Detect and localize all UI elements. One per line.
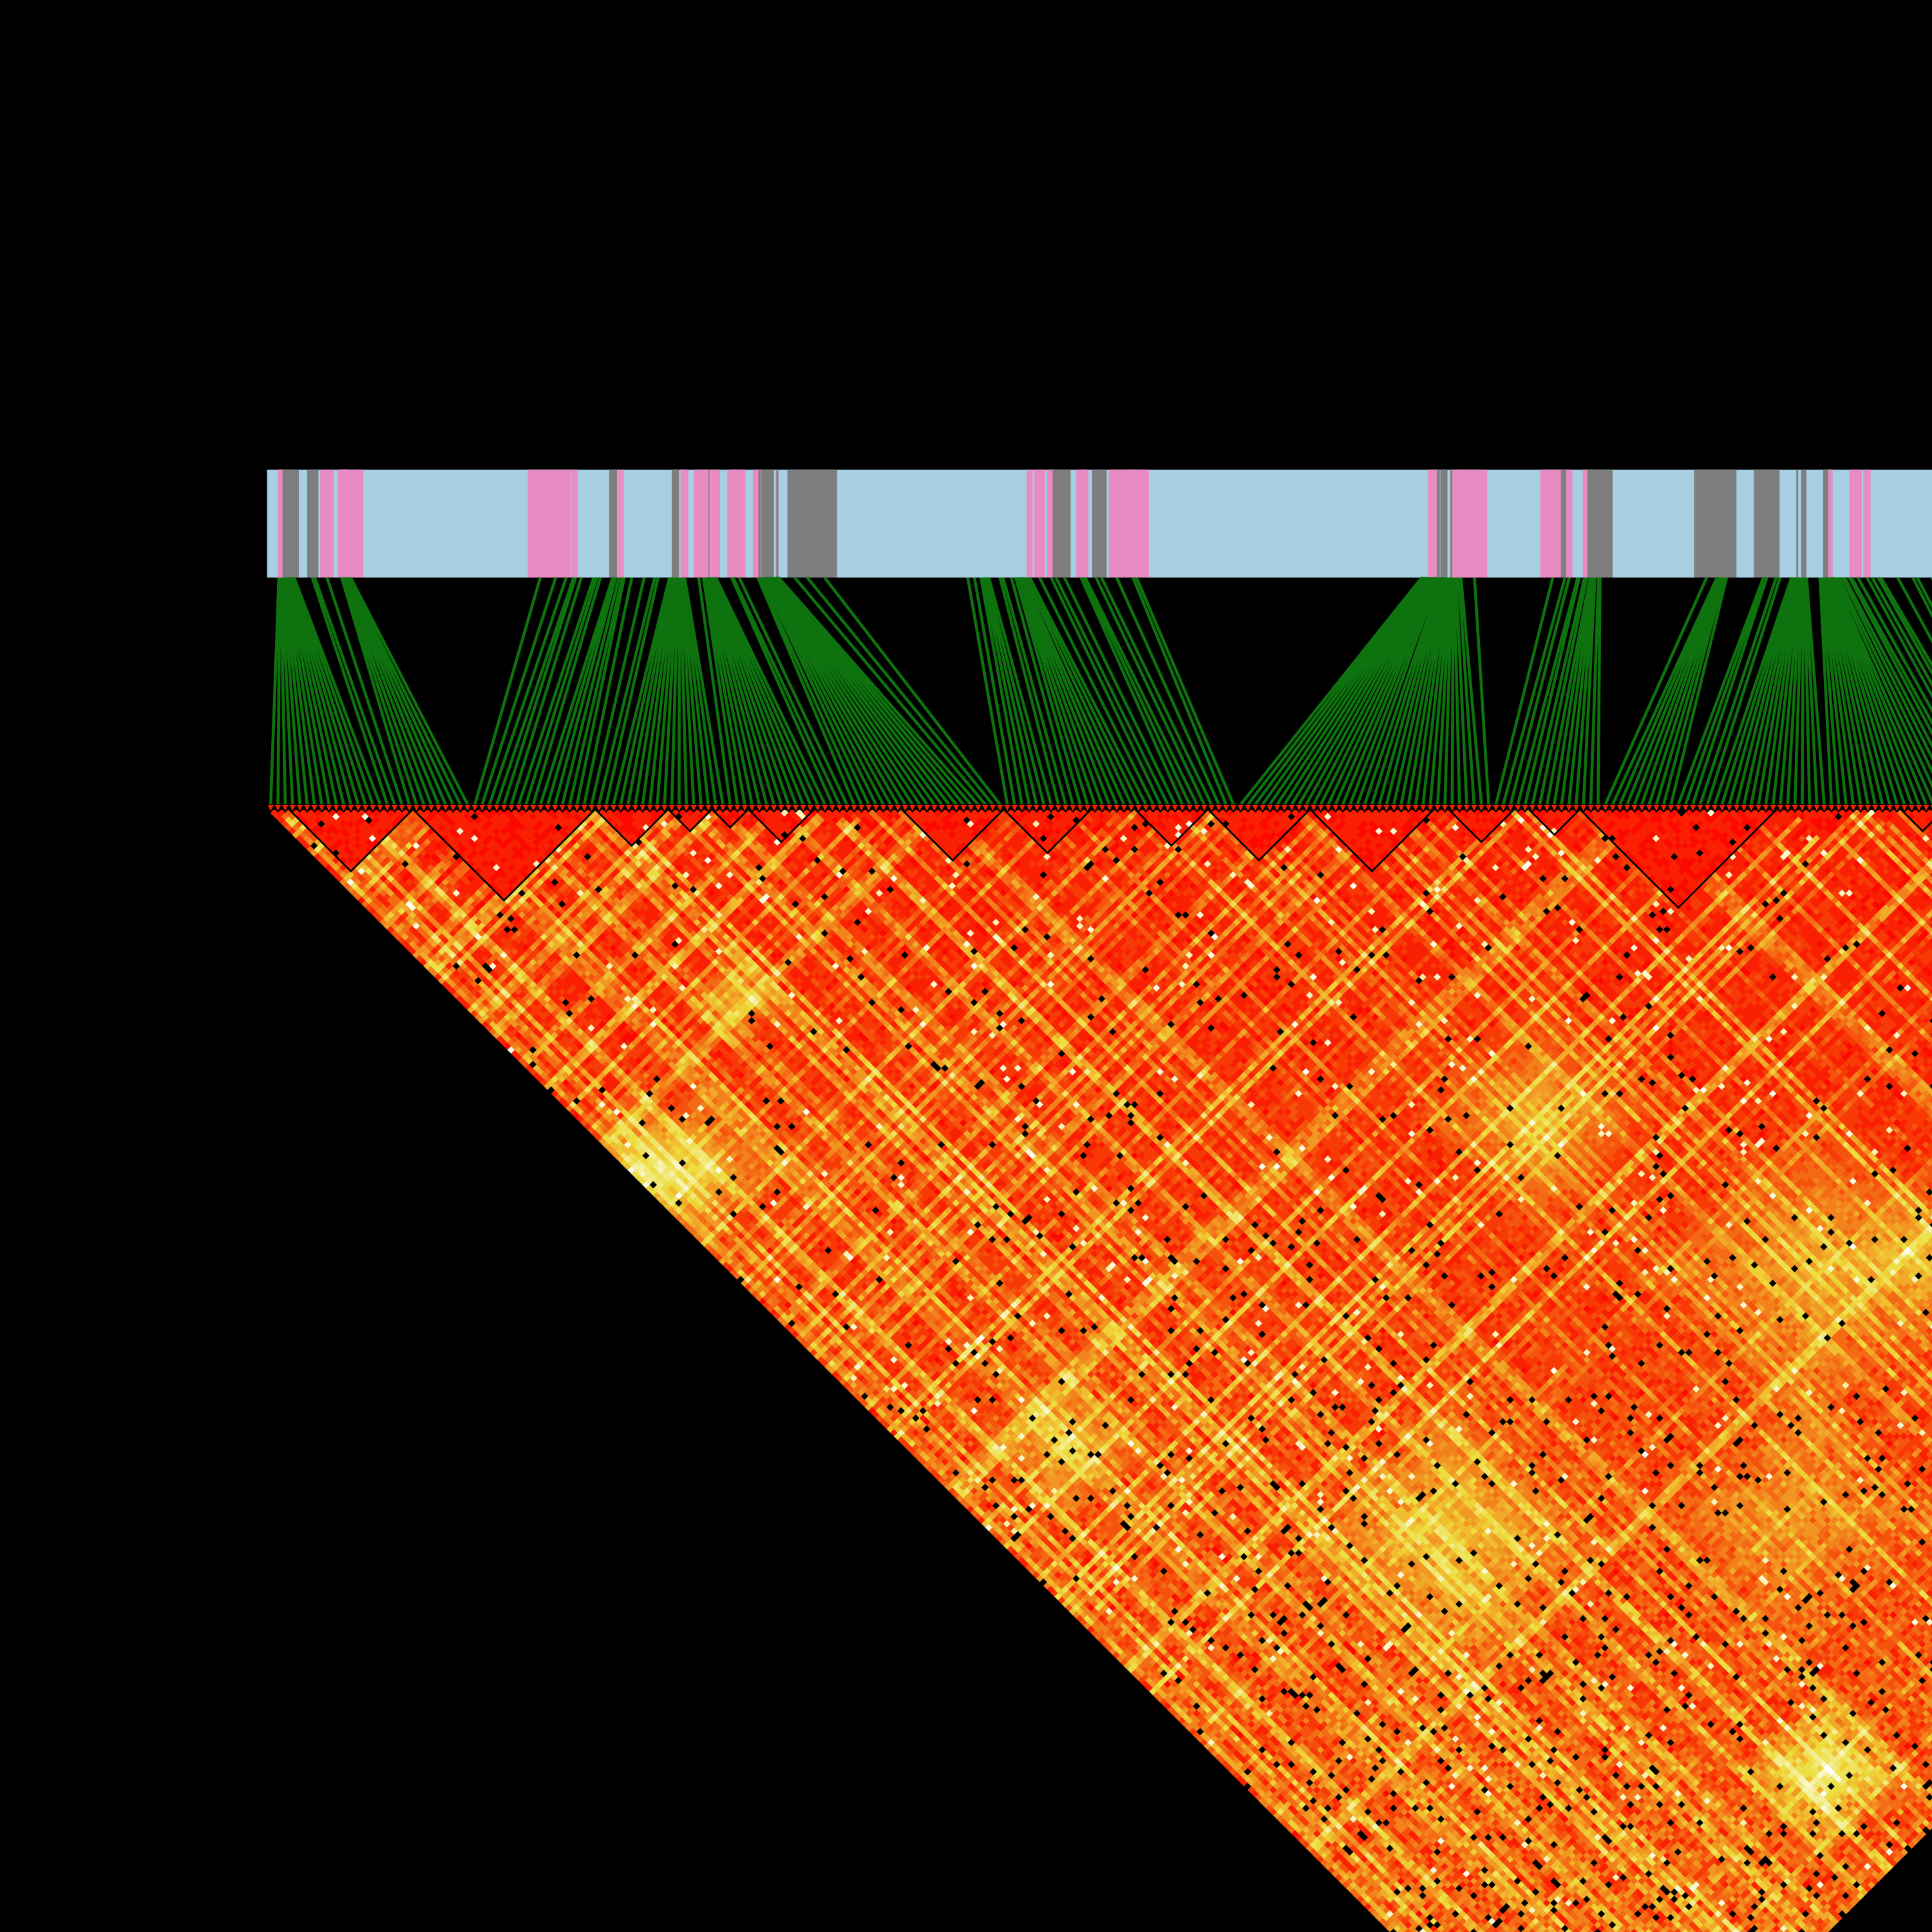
ld-plot-canvas	[0, 0, 1932, 1932]
ld-heatmap-figure	[0, 0, 1932, 1932]
